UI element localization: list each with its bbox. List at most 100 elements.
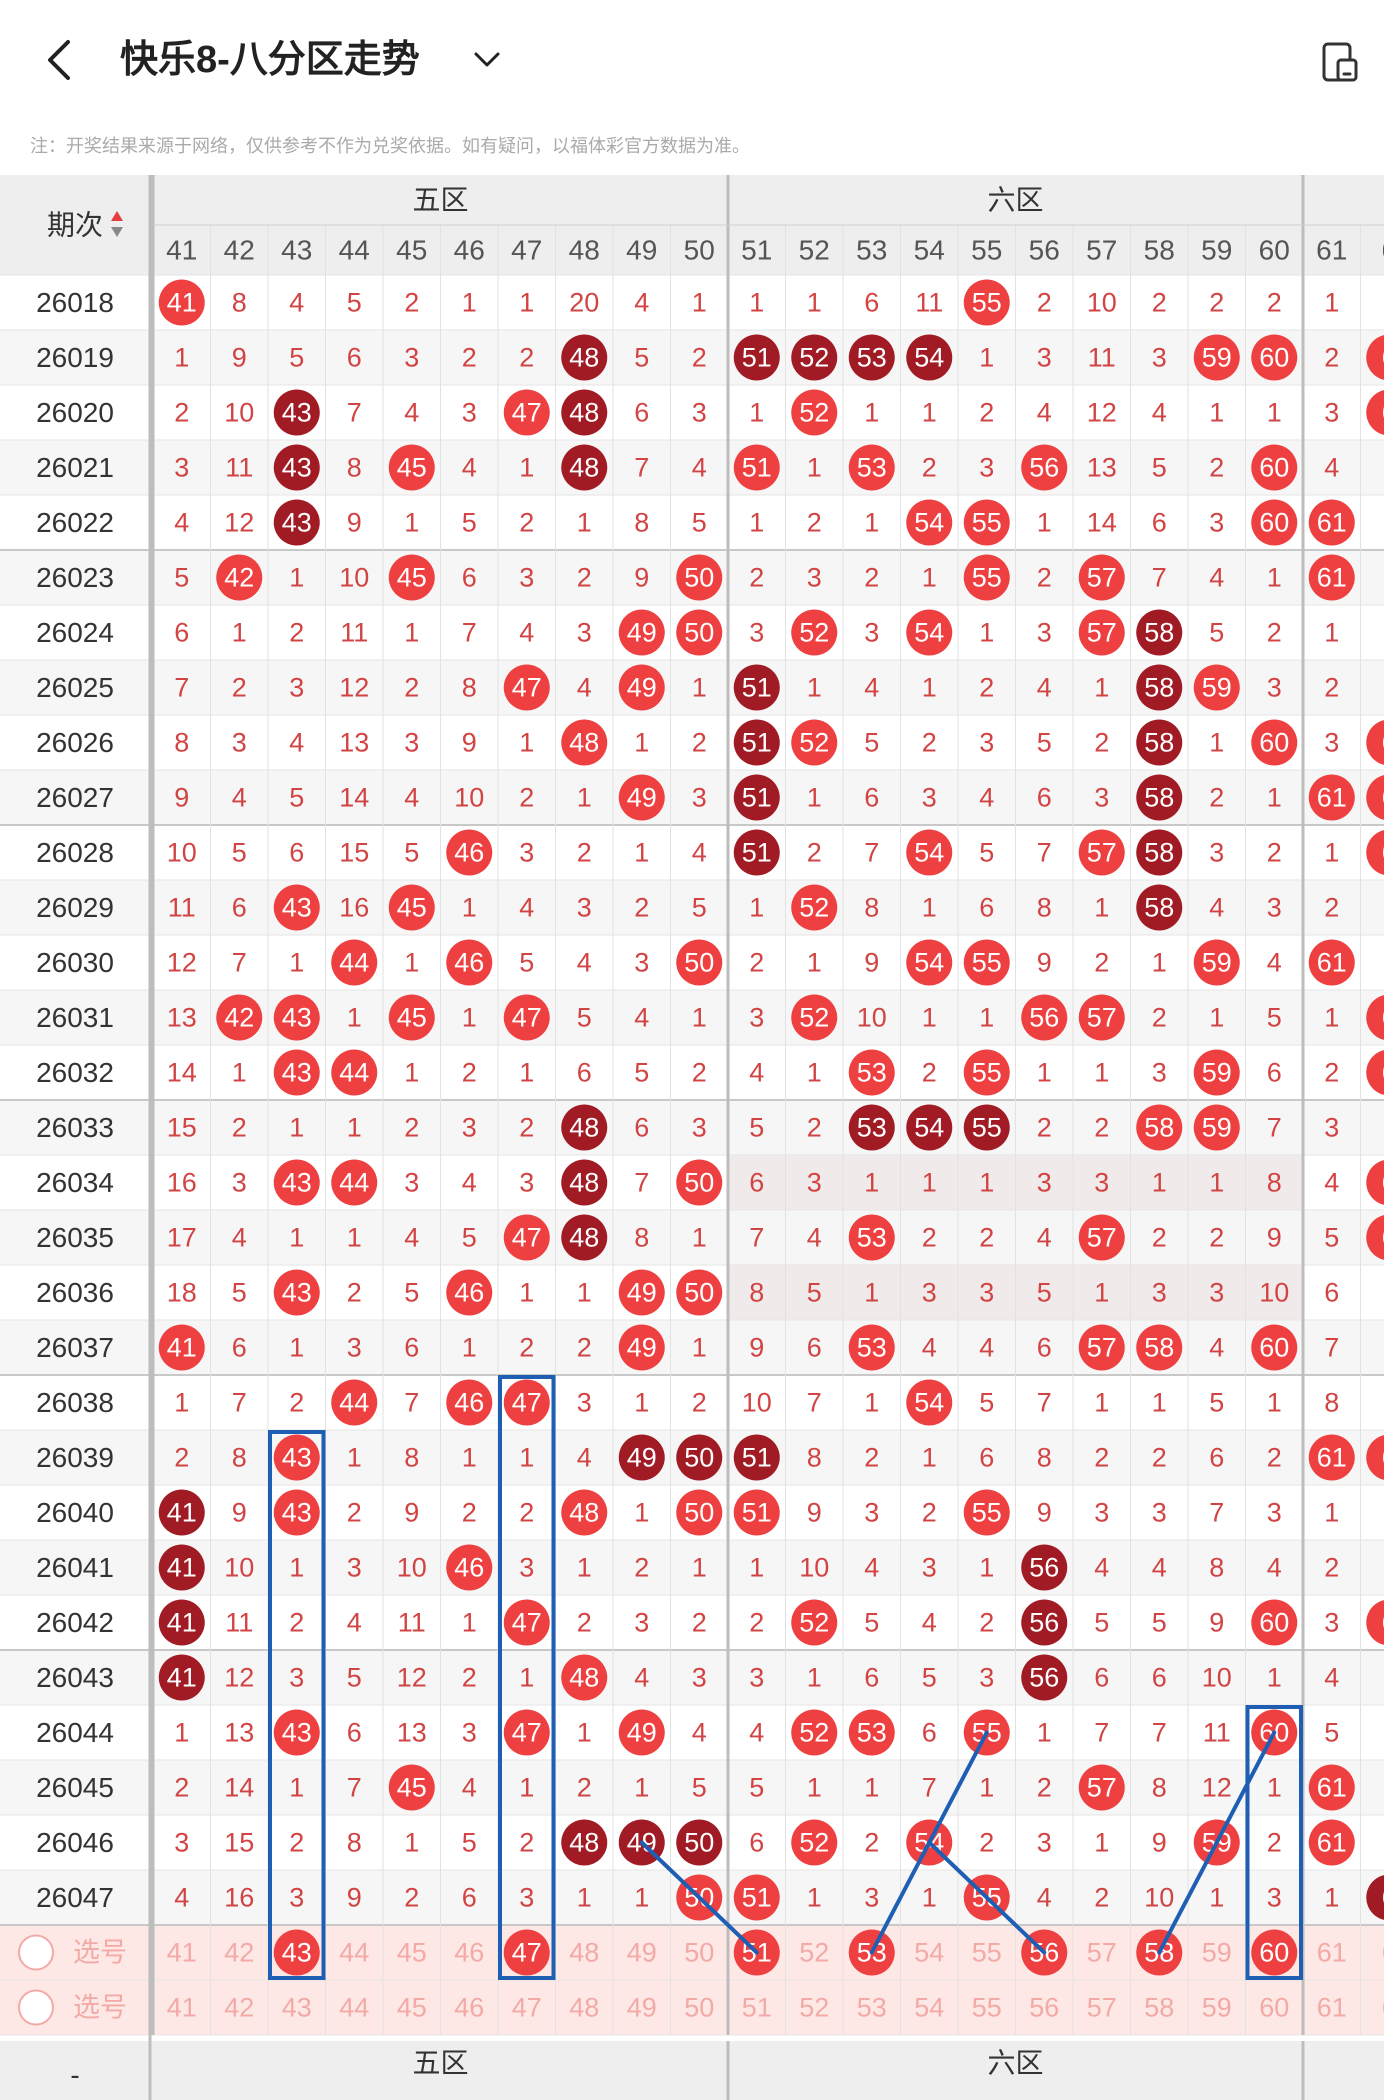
ball-number: 43 [282, 1718, 312, 1748]
select-number[interactable]: 54 [914, 1993, 944, 2023]
ball-number: 57 [1087, 1003, 1117, 1033]
ball-number: 43 [282, 1278, 312, 1308]
chevron-down-icon[interactable] [470, 44, 504, 74]
select-number[interactable]: 44 [339, 1938, 369, 1968]
miss-count: 5 [289, 343, 304, 373]
miss-count: 3 [1324, 1608, 1339, 1638]
zone-label: 六区 [987, 185, 1043, 216]
select-number[interactable]: 55 [972, 1993, 1002, 2023]
select-number[interactable]: 46 [454, 1993, 484, 2023]
selected-ball[interactable] [503, 1929, 550, 1976]
select-number[interactable]: 48 [569, 1938, 599, 1968]
ball-number: 51 [742, 673, 772, 703]
select-number[interactable]: 50 [684, 1993, 714, 2023]
miss-count: 2 [634, 1553, 649, 1583]
select-number[interactable]: 47 [512, 1993, 542, 2023]
miss-count: 3 [1209, 1278, 1224, 1308]
selected-ball[interactable] [273, 1929, 320, 1976]
select-number[interactable]: 44 [339, 1993, 369, 2023]
miss-count: 4 [634, 1663, 649, 1693]
draw-ball [158, 1489, 205, 1536]
miss-count: 1 [289, 1553, 304, 1583]
select-number[interactable]: 57 [1087, 1993, 1117, 2023]
draw-ball [963, 939, 1010, 986]
miss-count: 9 [347, 508, 362, 538]
draw-ball [158, 1324, 205, 1371]
draw-ball [331, 1159, 378, 1206]
sort-up-down-icon[interactable] [111, 211, 123, 237]
miss-count: 1 [1094, 1278, 1109, 1308]
chevron-left-icon[interactable] [40, 36, 80, 84]
miss-count: 4 [864, 1553, 879, 1583]
select-radio[interactable] [18, 1934, 54, 1971]
select-number[interactable]: 41 [167, 1993, 197, 2023]
draw-ball [791, 334, 838, 381]
select-number[interactable]: 45 [397, 1993, 427, 2023]
select-number[interactable]: 59 [1202, 1993, 1232, 2023]
select-number[interactable]: 61 [1317, 1938, 1347, 1968]
ball-number: 49 [627, 1278, 657, 1308]
miss-count: 2 [1324, 673, 1339, 703]
miss-count: 1 [749, 398, 764, 428]
select-number[interactable]: 49 [627, 1993, 657, 2023]
select-radio[interactable] [18, 1989, 54, 2026]
period-label: 26026 [36, 727, 114, 758]
select-number[interactable]: 48 [569, 1993, 599, 2023]
ball-number: 42 [224, 563, 254, 593]
select-number[interactable]: 50 [684, 1938, 714, 1968]
period-label: 26045 [36, 1772, 114, 1803]
period-label: 26019 [36, 342, 114, 373]
select-number[interactable]: 57 [1087, 1938, 1117, 1968]
miss-count: 1 [174, 343, 189, 373]
bottom-period-partial: - [70, 2060, 79, 2091]
select-number[interactable]: 6 [1382, 1938, 1384, 1968]
select-number[interactable]: 6 [1382, 1993, 1384, 2023]
ball-number: 61 [1317, 1773, 1347, 1803]
miss-count: 2 [289, 618, 304, 648]
miss-count: 3 [462, 1113, 477, 1143]
select-number[interactable]: 58 [1144, 1993, 1174, 2023]
select-number[interactable]: 55 [972, 1938, 1002, 1968]
draw-ball [561, 1159, 608, 1206]
ball-number: 59 [1202, 1058, 1232, 1088]
column-number: 46 [454, 235, 485, 266]
miss-count: 9 [404, 1498, 419, 1528]
select-number[interactable]: 46 [454, 1938, 484, 1968]
select-number[interactable]: 53 [857, 1993, 887, 2023]
select-number[interactable]: 61 [1317, 1993, 1347, 2023]
miss-count: 1 [864, 1168, 879, 1198]
miss-count: 15 [167, 1113, 197, 1143]
select-number[interactable]: 51 [742, 1993, 772, 2023]
miss-count: 2 [232, 673, 247, 703]
select-number[interactable]: 45 [397, 1938, 427, 1968]
select-number[interactable]: 52 [799, 1993, 829, 2023]
miss-count: 1 [922, 398, 937, 428]
miss-count: 10 [224, 398, 254, 428]
ball-number: 52 [799, 728, 829, 758]
select-number[interactable]: 59 [1202, 1938, 1232, 1968]
select-number[interactable]: 56 [1029, 1993, 1059, 2023]
select-number[interactable]: 52 [799, 1938, 829, 1968]
select-number[interactable]: 54 [914, 1938, 944, 1968]
ball-number: 45 [397, 1003, 427, 1033]
ball-number: 61 [1317, 1828, 1347, 1858]
draw-ball [791, 884, 838, 931]
ball-number: 58 [1144, 728, 1174, 758]
miss-count: 1 [807, 673, 822, 703]
miss-count: 2 [922, 453, 937, 483]
select-number[interactable]: 60 [1259, 1993, 1289, 2023]
phone-layout-icon[interactable] [1318, 40, 1362, 84]
selected-ball[interactable] [1251, 1929, 1298, 1976]
miss-count: 1 [692, 1333, 707, 1363]
select-number[interactable]: 41 [167, 1938, 197, 1968]
column-number: 45 [396, 235, 427, 266]
select-number[interactable]: 42 [224, 1993, 254, 2023]
ball-number: 59 [1202, 948, 1232, 978]
draw-ball [906, 1104, 953, 1151]
select-number[interactable]: 42 [224, 1938, 254, 1968]
select-number[interactable]: 43 [282, 1993, 312, 2023]
miss-count: 3 [404, 1168, 419, 1198]
select-number[interactable]: 49 [627, 1938, 657, 1968]
miss-count: 1 [807, 1058, 822, 1088]
miss-count: 2 [1324, 343, 1339, 373]
